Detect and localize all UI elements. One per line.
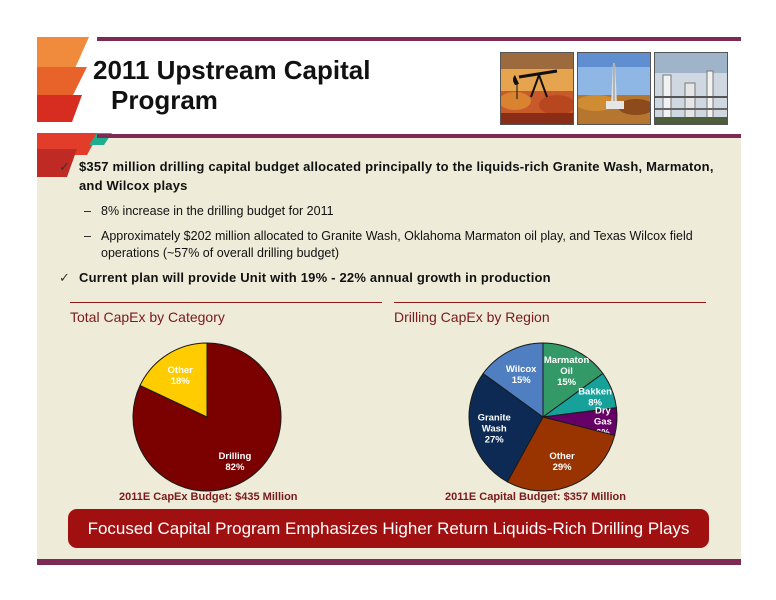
left-section-rule — [70, 302, 382, 303]
decorative-arrows — [37, 37, 112, 177]
bullet-growth-text: Current plan will provide Unit with 19% … — [79, 270, 551, 285]
dash-icon: – — [84, 204, 91, 218]
dash-icon: – — [84, 229, 91, 243]
red-arrow-shape — [37, 95, 82, 122]
page-title: 2011 Upstream Capital Program — [93, 55, 370, 115]
dark-red-arrow-shape — [37, 149, 77, 177]
checkmark-icon: ✓ — [59, 270, 71, 285]
pie-label-other: Other 29% — [549, 451, 575, 473]
bullet-budget: ✓ $357 million drilling capital budget a… — [59, 157, 719, 195]
left-budget-label: 2011E CapEx Budget: $435 Million — [119, 491, 298, 503]
sub-bullet-allocation: – Approximately $202 million allocated t… — [59, 228, 719, 262]
left-section-title: Total CapEx by Category — [70, 309, 225, 325]
sub-bullet-increase-text: 8% increase in the drilling budget for 2… — [101, 204, 334, 218]
pie-slice-other — [506, 416, 616, 492]
bullet-growth: ✓ Current plan will provide Unit with 19… — [59, 268, 719, 287]
orange-arrow-shape — [37, 37, 89, 75]
pie-label-wilcox: Wilcox 15% — [506, 364, 537, 386]
pie-label-drilling: Drilling 82% — [219, 451, 252, 473]
title-accent-bar — [97, 134, 741, 138]
title-line-1: 2011 Upstream Capital — [93, 55, 371, 85]
title-line-2: Program — [111, 85, 218, 115]
bullet-list: ✓ $357 million drilling capital budget a… — [59, 157, 719, 287]
pie-slice-other — [139, 342, 208, 418]
slide: 2011 Upstream Capital Program — [37, 37, 741, 565]
right-budget-label: 2011E Capital Budget: $357 Million — [445, 491, 626, 503]
sub-bullet-increase: – 8% increase in the drilling budget for… — [59, 203, 719, 220]
summary-banner: Focused Capital Program Emphasizes Highe… — [68, 509, 709, 548]
pie-label-bakken: Bakken 8% — [578, 386, 612, 408]
drilling-rig-photo — [577, 52, 651, 125]
right-section-title: Drilling CapEx by Region — [394, 309, 550, 325]
pie-slice-marmaton-oil — [542, 342, 604, 418]
top-accent-bar — [97, 37, 741, 41]
processing-plant-photo — [654, 52, 728, 125]
pie-label-other: Other 18% — [168, 365, 194, 387]
pumpjack-photo — [500, 52, 574, 125]
region-pie-chart: MarmatonOil15%Bakken8%DryGas6%Other29%Gr… — [468, 342, 618, 492]
bullet-budget-text: $357 million drilling capital budget all… — [79, 159, 714, 193]
pie-label-marmaton-oil: Marmaton Oil 15% — [544, 355, 590, 388]
bottom-accent-bar — [37, 559, 741, 565]
checkmark-icon: ✓ — [59, 159, 71, 174]
pie-slice-wilcox — [482, 342, 544, 418]
category-pie-chart: Drilling 82% Other 18% — [132, 342, 282, 492]
pie-slice-granite-wash — [468, 372, 544, 483]
pie-label-granite-wash: Granite Wash 27% — [478, 412, 511, 445]
sub-bullet-allocation-text: Approximately $202 million allocated to … — [101, 229, 693, 260]
right-section-rule — [394, 302, 706, 303]
